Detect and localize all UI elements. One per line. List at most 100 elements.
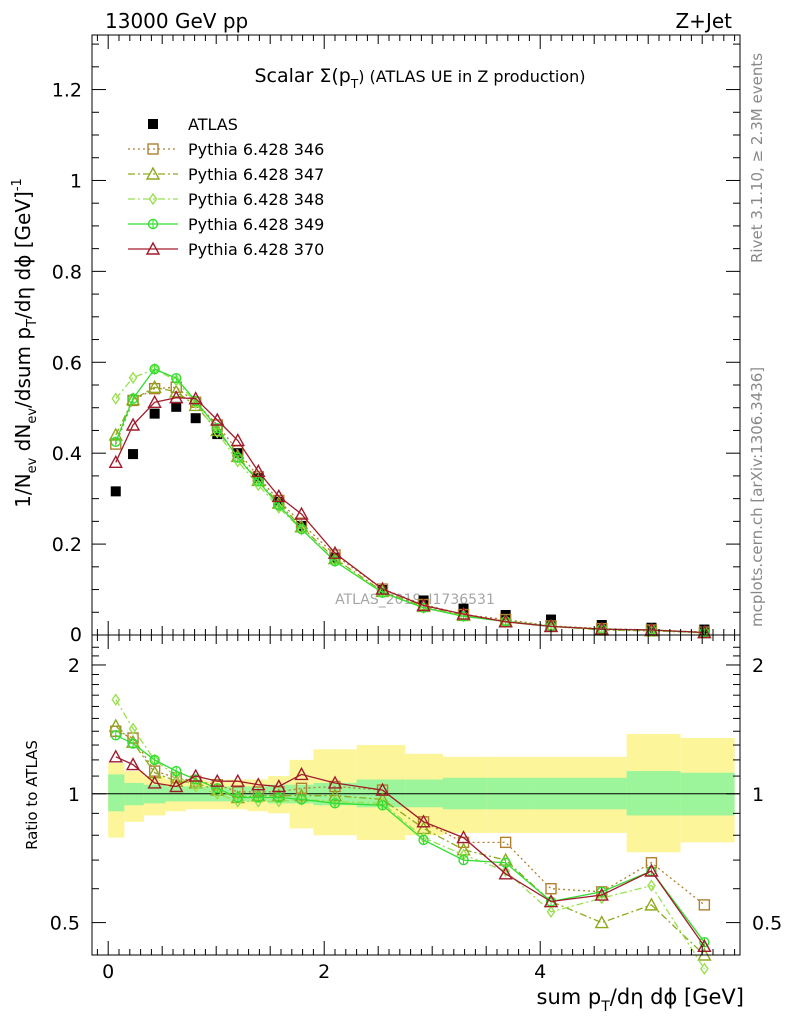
chart-title: Scalar Σ(pT) (ATLAS UE in Z production) bbox=[254, 65, 585, 91]
ratio-series-pythia-6-428-370 bbox=[108, 749, 712, 953]
data-point bbox=[501, 864, 510, 878]
data-point bbox=[233, 795, 243, 808]
data-point bbox=[294, 766, 309, 781]
data-point bbox=[149, 408, 160, 419]
series-line bbox=[115, 397, 705, 634]
legend-entry: Pythia 6.428 346 bbox=[128, 140, 324, 159]
header-right: Z+Jet bbox=[675, 9, 732, 33]
data-point bbox=[253, 795, 263, 808]
data-point bbox=[125, 392, 141, 406]
watermark: ATLAS_2019_I1736531 bbox=[335, 592, 495, 608]
data-point bbox=[251, 777, 266, 791]
series-line bbox=[115, 730, 705, 906]
y-tick-label: 0.2 bbox=[52, 534, 82, 556]
band-green bbox=[626, 771, 681, 816]
y-tick-label: 1 bbox=[70, 170, 82, 192]
data-point bbox=[147, 379, 162, 393]
header-left: 13000 GeV pp bbox=[105, 9, 248, 33]
y-tick-label: 0.8 bbox=[52, 261, 82, 283]
main-ylabel: 1/Nev dNev/dsum pT/dη dϕ [GeV]-1 bbox=[10, 178, 40, 508]
x-tick-label: 0 bbox=[102, 961, 114, 983]
data-point bbox=[375, 581, 390, 595]
data-point bbox=[498, 614, 513, 628]
y-tick-label: 0.6 bbox=[52, 352, 82, 374]
main-panel: ATLAS_2019_I1736531 0.2 0.4 0.6 0.8 1 1.2 0 Sc… bbox=[52, 34, 741, 646]
data-point bbox=[294, 506, 309, 520]
data-point bbox=[543, 894, 559, 908]
ratio-ylabel: Ratio to ATLAS bbox=[23, 740, 41, 850]
data-point bbox=[190, 413, 201, 424]
main-series-layer bbox=[108, 362, 712, 639]
data-point bbox=[644, 863, 659, 877]
ratio-y-tick-label: 1 bbox=[68, 784, 80, 806]
data-point bbox=[297, 523, 306, 536]
data-point bbox=[499, 836, 512, 849]
data-point bbox=[108, 749, 123, 763]
data-point bbox=[456, 830, 471, 844]
legend-marker bbox=[148, 119, 158, 129]
data-point bbox=[147, 394, 162, 408]
legend-label: ATLAS bbox=[188, 115, 238, 134]
data-point bbox=[416, 814, 431, 828]
data-point bbox=[169, 779, 184, 793]
data-point bbox=[697, 938, 712, 953]
data-point bbox=[546, 905, 556, 918]
data-point bbox=[700, 962, 709, 975]
legend-label: Pythia 6.428 348 bbox=[188, 190, 324, 209]
ratio-y-tick-label: 2 bbox=[68, 655, 80, 677]
legend-entry: Pythia 6.428 348 bbox=[128, 190, 324, 209]
data-point bbox=[111, 693, 121, 706]
data-point bbox=[148, 382, 161, 395]
rivet-version-label: Rivet 3.1.10, ≥ 2.3M events bbox=[748, 53, 766, 263]
legend-entry: Pythia 6.428 370 bbox=[128, 240, 324, 259]
data-point bbox=[171, 401, 182, 412]
data-point bbox=[545, 883, 557, 895]
main-series-pythia-6-428-370 bbox=[108, 390, 712, 639]
data-point bbox=[274, 501, 284, 514]
legend-entry: Pythia 6.428 349 bbox=[128, 215, 324, 234]
data-point bbox=[327, 775, 343, 789]
data-point bbox=[110, 486, 121, 497]
ratio-series-layer bbox=[108, 693, 712, 975]
data-point bbox=[230, 773, 245, 787]
data-point bbox=[416, 597, 431, 612]
data-point bbox=[210, 412, 225, 426]
data-point bbox=[171, 374, 181, 387]
data-point bbox=[169, 390, 184, 404]
data-point bbox=[594, 621, 609, 635]
data-point bbox=[597, 892, 607, 905]
legend: ATLAS Pythia 6.428 346 Pythia 6.428 347 Pyt… bbox=[128, 115, 324, 259]
data-point bbox=[188, 768, 203, 782]
legend-marker bbox=[148, 192, 158, 206]
data-point bbox=[647, 879, 656, 892]
data-point bbox=[111, 392, 121, 405]
main-axes: 0.2 0.4 0.6 0.8 1 1.2 0 bbox=[52, 35, 740, 646]
ratio-frame bbox=[91, 634, 741, 956]
ratio-axes: 0.5 0.5 1 1 2 2 0 2 4 bbox=[50, 635, 782, 983]
data-point bbox=[108, 454, 123, 468]
y-tick-label: 1.2 bbox=[52, 80, 82, 102]
data-point bbox=[697, 625, 712, 639]
band-green bbox=[108, 774, 125, 812]
legend-label: Pythia 6.428 346 bbox=[188, 140, 324, 159]
ratio-panel: 0.5 0.5 1 1 2 2 0 2 4 bbox=[50, 634, 782, 983]
legend-marker bbox=[147, 143, 159, 155]
legend-entry: ATLAS bbox=[148, 115, 238, 134]
data-point bbox=[375, 782, 390, 796]
data-point bbox=[128, 449, 139, 460]
y-tick-label: 0 bbox=[70, 624, 82, 646]
data-point bbox=[251, 463, 266, 478]
data-point bbox=[456, 606, 471, 620]
ratio-y-tick-label-right: 1 bbox=[752, 784, 764, 806]
data-point bbox=[498, 866, 513, 880]
x-tick-label: 4 bbox=[534, 961, 546, 983]
data-point bbox=[698, 899, 711, 911]
legend-label: Pythia 6.428 370 bbox=[188, 240, 324, 259]
legend-label: Pythia 6.428 349 bbox=[188, 215, 324, 234]
data-point bbox=[210, 422, 225, 437]
legend-label: Pythia 6.428 347 bbox=[188, 165, 324, 184]
data-point bbox=[128, 722, 138, 735]
data-point bbox=[210, 773, 225, 787]
data-point bbox=[327, 545, 343, 559]
